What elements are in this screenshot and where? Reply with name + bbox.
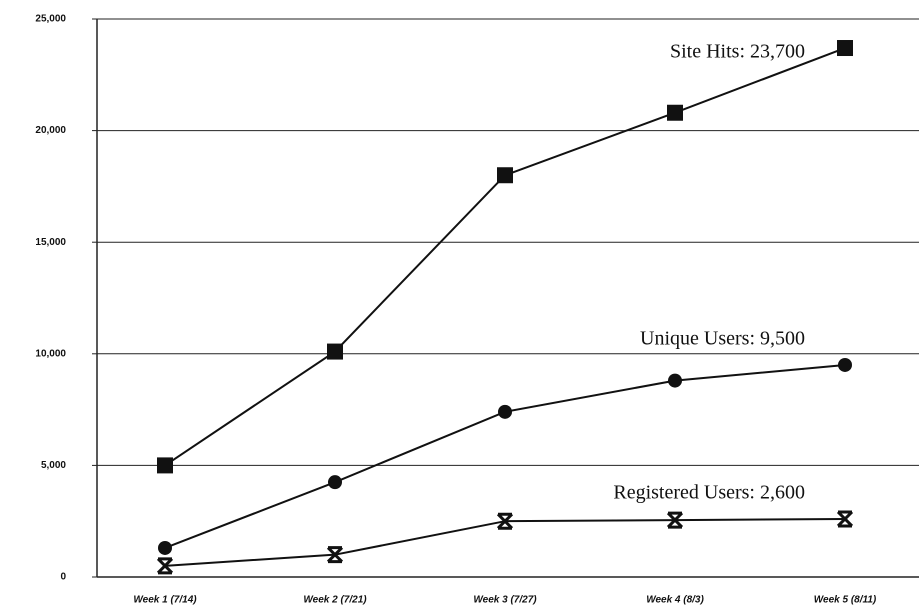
x-tick-label: Week 1 (7/14) bbox=[133, 595, 197, 606]
marker bbox=[837, 40, 853, 57]
series-line bbox=[164, 517, 846, 567]
marker bbox=[667, 104, 683, 121]
y-tick-label: 5,000 bbox=[41, 460, 66, 471]
y-tick-label: 25,000 bbox=[35, 14, 66, 25]
y-tick-label: 15,000 bbox=[35, 237, 66, 248]
marker bbox=[158, 540, 172, 555]
marker bbox=[668, 373, 682, 388]
marker bbox=[156, 557, 174, 575]
x-tick-label: Week 4 (8/3) bbox=[646, 595, 704, 606]
marker bbox=[496, 512, 514, 530]
y-tick-label: 20,000 bbox=[35, 125, 66, 136]
y-tick-label: 0 bbox=[60, 572, 66, 583]
x-tick-label: Week 2 (7/21) bbox=[303, 595, 367, 606]
marker bbox=[497, 167, 513, 184]
annotation: Site Hits: 23,700 bbox=[670, 41, 805, 63]
marker bbox=[836, 510, 854, 528]
annotation: Unique Users: 9,500 bbox=[640, 328, 805, 350]
marker bbox=[326, 546, 344, 564]
marker bbox=[328, 475, 342, 490]
annotation: Registered Users: 2,600 bbox=[613, 482, 805, 504]
x-tick-label: Week 5 (8/11) bbox=[814, 595, 877, 606]
series-line bbox=[164, 47, 846, 467]
y-tick-label: 10,000 bbox=[35, 348, 66, 359]
x-tick-label: Week 3 (7/27) bbox=[473, 595, 537, 606]
marker bbox=[327, 343, 343, 360]
marker bbox=[666, 511, 684, 529]
marker bbox=[498, 404, 512, 419]
marker bbox=[157, 457, 173, 474]
marker bbox=[838, 357, 852, 372]
